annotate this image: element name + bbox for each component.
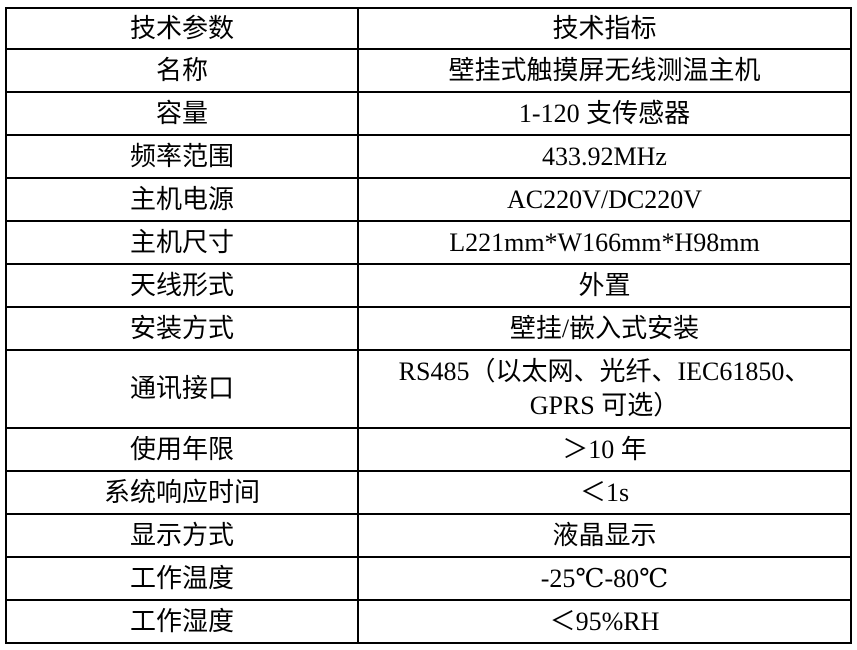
value-cell: 壁挂式触摸屏无线测温主机 <box>357 48 852 93</box>
param-cell: 使用年限 <box>5 427 359 472</box>
param-cell: 工作温度 <box>5 556 359 601</box>
value-cell: 外置 <box>357 263 852 308</box>
table-row: 使用年限 ＞10 年 <box>5 427 852 472</box>
param-cell: 天线形式 <box>5 263 359 308</box>
value-cell: AC220V/DC220V <box>357 177 852 222</box>
param-cell: 容量 <box>5 91 359 136</box>
value-cell: 壁挂/嵌入式安装 <box>357 306 852 351</box>
value-cell: ＜1s <box>357 470 852 515</box>
table-header-row: 技术参数 技术指标 <box>5 7 852 50</box>
value-cell: 1-120 支传感器 <box>357 91 852 136</box>
param-cell: 安装方式 <box>5 306 359 351</box>
param-cell: 主机电源 <box>5 177 359 222</box>
header-param-cell: 技术参数 <box>5 7 359 50</box>
table-row: 容量 1-120 支传感器 <box>5 91 852 136</box>
param-cell: 工作湿度 <box>5 599 359 644</box>
spec-table: 技术参数 技术指标 名称 壁挂式触摸屏无线测温主机 容量 1-120 支传感器 … <box>5 7 852 644</box>
table-row: 安装方式 壁挂/嵌入式安装 <box>5 306 852 351</box>
table-row: 天线形式 外置 <box>5 263 852 308</box>
table-row: 系统响应时间 ＜1s <box>5 470 852 515</box>
value-cell: ＞10 年 <box>357 427 852 472</box>
value-cell: 液晶显示 <box>357 513 852 558</box>
value-line-2: GPRS 可选） <box>529 391 680 420</box>
spec-table-container: 技术参数 技术指标 名称 壁挂式触摸屏无线测温主机 容量 1-120 支传感器 … <box>5 7 852 644</box>
value-line-1: RS485（以太网、光纤、IEC61850、 <box>398 357 811 387</box>
param-cell: 主机尺寸 <box>5 220 359 265</box>
param-cell: 频率范围 <box>5 134 359 179</box>
table-row: 频率范围 433.92MHz <box>5 134 852 179</box>
table-row: 主机电源 AC220V/DC220V <box>5 177 852 222</box>
value-cell: 433.92MHz <box>357 134 852 179</box>
value-cell: -25℃-80℃ <box>357 556 852 601</box>
header-value-cell: 技术指标 <box>357 7 852 50</box>
table-row: 工作温度 -25℃-80℃ <box>5 556 852 601</box>
value-cell: L221mm*W166mm*H98mm <box>357 220 852 265</box>
param-cell: 显示方式 <box>5 513 359 558</box>
table-row: 名称 壁挂式触摸屏无线测温主机 <box>5 48 852 93</box>
table-row-communication: 通讯接口 RS485（以太网、光纤、IEC61850、 GPRS 可选） <box>5 349 852 429</box>
table-row: 显示方式 液晶显示 <box>5 513 852 558</box>
value-cell: ＜95%RH <box>357 599 852 644</box>
param-cell: 系统响应时间 <box>5 470 359 515</box>
param-cell: 名称 <box>5 48 359 93</box>
table-row: 主机尺寸 L221mm*W166mm*H98mm <box>5 220 852 265</box>
table-row: 工作湿度 ＜95%RH <box>5 599 852 644</box>
value-cell: RS485（以太网、光纤、IEC61850、 GPRS 可选） <box>357 349 852 429</box>
param-cell: 通讯接口 <box>5 349 359 429</box>
